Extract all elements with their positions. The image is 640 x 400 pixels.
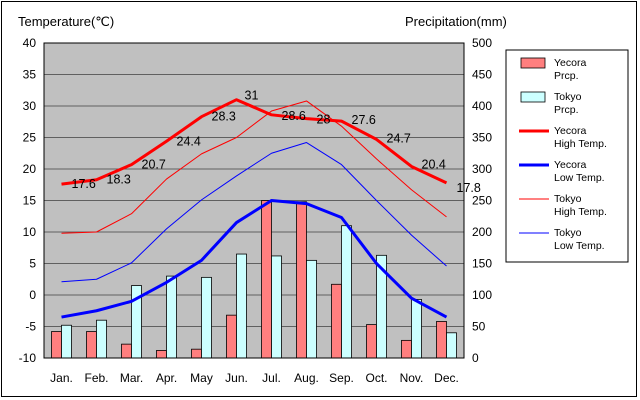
series-line	[61, 100, 447, 234]
legend-box	[505, 49, 629, 263]
bar	[366, 324, 377, 359]
series-line	[61, 98, 448, 186]
right-tick-label: 0	[472, 351, 479, 365]
bar	[341, 225, 352, 359]
left-tick-label: 5	[29, 257, 36, 271]
bar	[401, 339, 412, 359]
x-tick-label: Sep.	[329, 371, 354, 385]
data-label: 28.3	[212, 110, 236, 124]
bar	[61, 324, 72, 359]
bar	[236, 253, 247, 359]
bar	[296, 201, 307, 359]
legend-label: Yecora	[554, 125, 586, 137]
legend-label: Low Temp.	[554, 172, 605, 184]
legend-label: High Temp.	[554, 206, 607, 218]
x-tick-label: Nov.	[400, 371, 424, 385]
left-tick-label: 15	[23, 194, 37, 208]
x-tick-label: Apr.	[156, 371, 177, 385]
left-axis-title: Temperature(℃)	[18, 14, 114, 29]
legend-label: High Temp.	[554, 138, 607, 150]
data-label: 27.6	[352, 113, 376, 127]
data-label: 17.8	[457, 181, 481, 195]
left-tick-label: 25	[23, 131, 37, 145]
left-tick-label: 30	[23, 99, 37, 113]
legend-label: Tokyo	[554, 91, 582, 103]
legend-swatch	[520, 57, 546, 69]
legend-label: Tokyo	[554, 193, 582, 205]
bar	[121, 343, 132, 359]
left-tick-label: 35	[23, 68, 37, 82]
data-labels: 17.6 18.3 20.7 24.4 28.3 31 28.6 28 27.6 24.7 20.4…	[72, 89, 481, 195]
data-label: 24.4	[177, 134, 201, 148]
bar	[156, 350, 167, 359]
data-label: 28	[317, 113, 331, 127]
legend-swatch	[520, 91, 546, 103]
x-tick-label: Jan.	[50, 371, 73, 385]
x-tick-label: May	[190, 371, 213, 385]
right-tick-label: 50	[472, 320, 486, 334]
left-tick-label: 20	[23, 162, 37, 176]
right-tick-label: 250	[472, 194, 492, 208]
x-tick-label: Jun.	[225, 371, 248, 385]
x-tick-label: Jul.	[262, 371, 281, 385]
legend-label: Low Temp.	[554, 240, 605, 252]
right-axis-ticks: 0 50 100 150 200 250 300 350 400 450 500	[472, 36, 492, 365]
right-tick-label: 200	[472, 225, 492, 239]
left-tick-label: -10	[19, 351, 37, 365]
x-axis-ticks: Jan. Feb. Mar. Apr. May Jun. Jul. Aug. Sep. Oct. N…	[50, 371, 459, 385]
right-tick-label: 350	[472, 131, 492, 145]
x-tick-label: Oct.	[365, 371, 387, 385]
right-tick-label: 450	[472, 68, 492, 82]
right-tick-label: 500	[472, 36, 492, 50]
data-label: 31	[245, 89, 259, 103]
bar	[201, 276, 212, 359]
legend-label: Prcp.	[554, 104, 579, 116]
left-tick-label: 10	[23, 225, 37, 239]
right-tick-label: 150	[472, 257, 492, 271]
x-tick-label: Aug.	[294, 371, 319, 385]
series-line	[61, 142, 447, 283]
bar	[191, 348, 202, 359]
legend-label: Yecora	[554, 57, 586, 69]
x-tick-label: Mar.	[120, 371, 143, 385]
legend-label: Tokyo	[554, 227, 582, 239]
bar	[226, 314, 237, 359]
left-tick-label: 40	[23, 36, 37, 50]
data-label: 28.6	[282, 109, 306, 123]
x-tick-label: Dec.	[434, 371, 459, 385]
data-label: 20.7	[142, 158, 166, 172]
bar	[261, 200, 272, 359]
bar	[306, 259, 317, 359]
left-axis-ticks: -10 -5 0 5 10 15 20 25 30 35 40	[19, 36, 37, 365]
bar	[436, 321, 447, 359]
bar	[331, 283, 342, 359]
bar	[411, 299, 422, 359]
series-line	[61, 199, 448, 319]
data-label: 20.4	[422, 157, 446, 171]
bar	[166, 275, 177, 359]
left-tick-label: 0	[29, 288, 36, 302]
bar	[86, 331, 97, 359]
bar	[96, 319, 107, 359]
data-label: 17.6	[72, 177, 96, 191]
bar	[446, 332, 457, 359]
right-tick-label: 400	[472, 99, 492, 113]
left-tick-label: -5	[25, 320, 36, 334]
data-label: 18.3	[107, 173, 131, 187]
plot-border	[43, 42, 465, 359]
data-label: 24.7	[387, 131, 411, 145]
right-tick-label: 100	[472, 288, 492, 302]
legend-label: Prcp.	[554, 70, 579, 82]
line-series	[61, 98, 448, 319]
legend-label: Yecora	[554, 159, 586, 171]
right-tick-label: 300	[472, 162, 492, 176]
right-axis-title: Precipitation(mm)	[405, 14, 507, 29]
grid-lines	[44, 74, 464, 327]
x-tick-label: Feb.	[84, 371, 108, 385]
bar	[51, 331, 62, 359]
bar	[271, 255, 282, 359]
